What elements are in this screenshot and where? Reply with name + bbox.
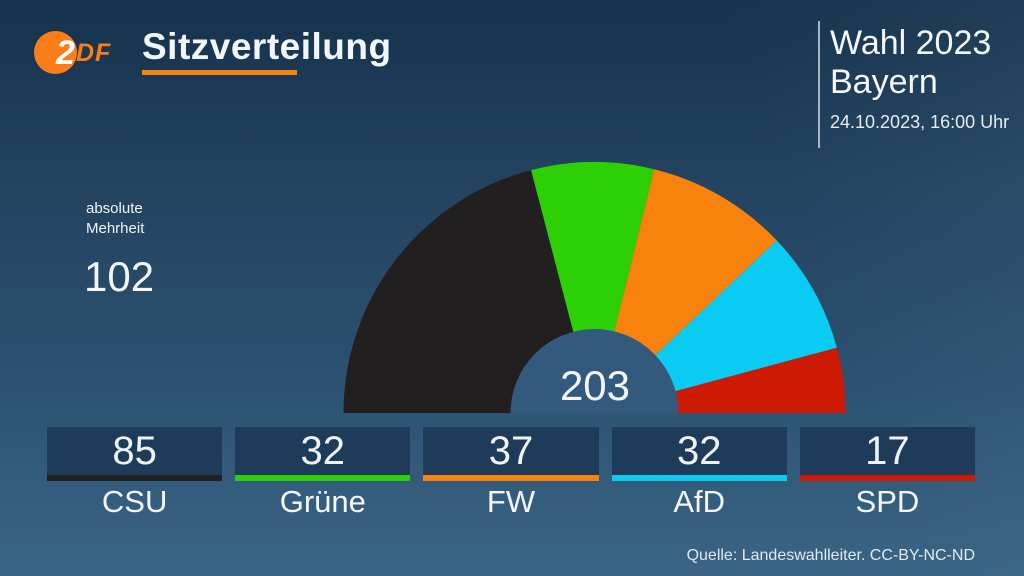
chart-inner-hole	[510, 329, 679, 413]
absolute-majority-value: 102	[84, 253, 155, 300]
party-name-label: AfD	[673, 484, 726, 519]
election-region: Bayern	[830, 63, 938, 101]
party-color-bar	[235, 475, 411, 481]
election-timestamp: 24.10.2023, 16:00 Uhr	[830, 112, 1010, 132]
party-name-label: FW	[486, 484, 536, 519]
seat-count-box: 32	[235, 427, 411, 475]
party-box-csu: 85 CSU	[47, 427, 223, 520]
zdf-logo-2: 2	[56, 34, 75, 72]
election-name: Wahl 2023	[830, 24, 992, 62]
zdf-logo-df: DF	[76, 39, 112, 67]
party-box-fw: 37 FW	[423, 427, 599, 520]
seat-count: 32	[676, 429, 722, 473]
party-box-grüne: 32 Grüne	[235, 427, 411, 520]
zdf-logo: 2 DF	[34, 31, 114, 75]
zdf-logo-circle-icon	[34, 31, 77, 74]
seat-count: 85	[112, 429, 157, 473]
election-info-block: Wahl 2023 Bayern 24.10.2023, 16:00 Uhr	[830, 24, 1009, 133]
absolute-majority-label: absolute Mehrheit	[86, 199, 144, 239]
party-name-label: CSU	[101, 484, 168, 519]
party-box-spd: 17 SPD	[799, 427, 976, 520]
title-underline	[142, 70, 297, 75]
header-separator-line	[818, 21, 820, 148]
party-name-label: Grüne	[279, 484, 366, 519]
seat-count-box: 37	[423, 427, 599, 475]
source-attribution: Quelle: Landeswahlleiter. CC-BY-NC-ND	[686, 547, 975, 564]
party-name-label: SPD	[855, 484, 920, 519]
page-title: Sitzverteilung	[142, 26, 392, 67]
seat-count-box: 85	[47, 427, 223, 475]
total-seats-value: 203	[559, 362, 631, 409]
party-color-bar	[47, 475, 223, 481]
party-color-bar	[423, 475, 599, 481]
party-box-afd: 32 AfD	[611, 427, 787, 520]
seat-count: 17	[865, 429, 910, 473]
party-color-bar	[799, 475, 976, 481]
party-seat-row: 85 CSU 32 Grüne 37 FW 32 AfD 17 SPD	[47, 427, 976, 520]
absolute-majority-label-line1: absolute	[86, 200, 143, 217]
chart-segment-grüne	[531, 162, 655, 413]
seat-count-box: 32	[611, 427, 787, 475]
seat-count-box: 17	[799, 427, 976, 475]
party-color-bar	[611, 475, 787, 481]
chart-segment-csu	[343, 170, 595, 413]
seat-count: 37	[488, 429, 534, 473]
absolute-majority-label-line2: Mehrheit	[86, 220, 145, 237]
seat-count: 32	[300, 429, 346, 473]
